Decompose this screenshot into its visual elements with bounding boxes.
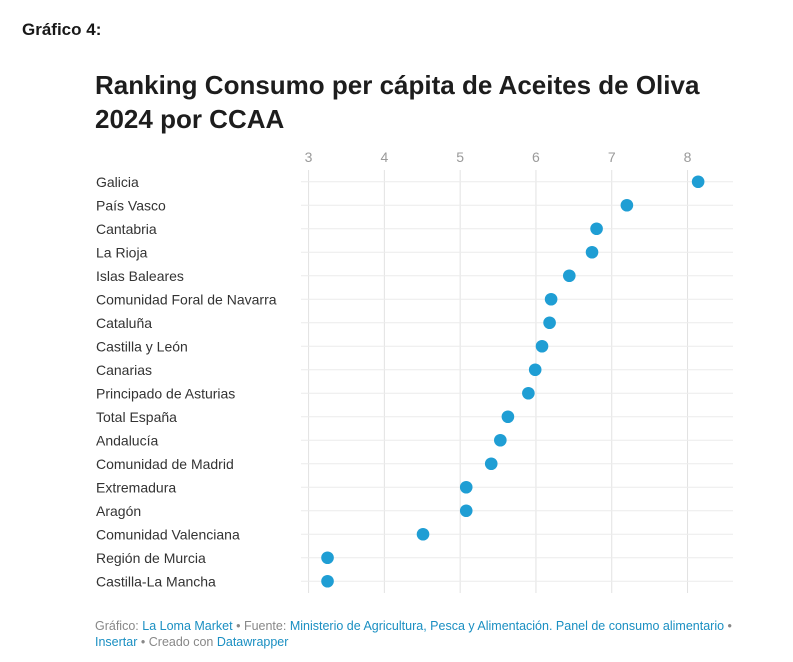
grid [301,170,733,593]
category-labels: Galicia País Vasco Cantabria La Rioja Islas … [96,174,277,590]
footer-separator: • [727,619,732,633]
x-tick-label: 8 [684,149,692,165]
category-label: Castilla-La Mancha [96,573,216,589]
category-label: Total España [96,409,177,425]
category-label: Islas Baleares [96,268,184,284]
chart-title: Ranking Consumo per cápita de Aceites de… [95,70,700,134]
category-label: Galicia [96,174,139,190]
data-point[interactable] [416,527,430,541]
figure-label: Gráfico 4: [22,20,102,39]
category-label: Comunidad Valenciana [96,526,240,542]
data-point[interactable] [620,198,634,212]
data-point[interactable] [543,316,556,330]
footer-separator: • [140,635,146,649]
footer-embed-link[interactable]: Insertar [95,635,138,649]
data-point[interactable] [484,457,498,471]
category-label: Región de Murcia [96,550,206,566]
category-label: Aragón [96,503,141,519]
footer-created-label: Creado con [148,635,214,649]
x-axis-ticks: 3 4 5 6 7 8 [305,149,692,165]
category-label: Andalucía [96,432,158,448]
data-point[interactable] [585,245,599,259]
data-point[interactable] [535,339,549,353]
x-tick-label: 3 [305,149,313,165]
footer-separator: • [236,619,241,633]
data-point[interactable] [459,504,473,518]
x-tick-label: 6 [532,149,540,165]
data-point[interactable] [501,410,515,424]
data-point[interactable] [494,433,507,447]
footer-datawrapper-link[interactable]: Datawrapper [216,635,289,649]
data-point[interactable] [459,480,473,494]
data-point[interactable] [522,386,535,400]
data-point[interactable] [562,269,576,283]
x-tick-label: 5 [456,149,464,165]
data-point[interactable] [590,222,603,236]
footer-source-link[interactable]: Ministerio de Agricultura, Pesca y Alime… [289,619,725,633]
category-label: Castilla y León [96,338,188,354]
data-point[interactable] [321,574,334,588]
x-tick-label: 4 [380,149,388,165]
data-points [321,175,705,588]
category-label: Cantabria [96,221,157,237]
category-label: Principado de Asturias [96,385,235,401]
category-label: La Rioja [96,244,148,260]
x-tick-label: 7 [608,149,616,165]
category-label: Cataluña [96,315,152,331]
data-point[interactable] [321,551,334,565]
category-label: Extremadura [96,479,176,495]
data-point[interactable] [544,292,558,306]
chart-footer: Gráfico: La Loma Market • Fuente: Minist… [95,618,745,650]
data-point[interactable] [528,363,542,377]
category-label: Comunidad Foral de Navarra [96,291,277,307]
footer-author-link[interactable]: La Loma Market [142,619,233,633]
footer-source-label: Fuente: [243,619,287,633]
category-label: Canarias [96,362,152,378]
data-point[interactable] [691,175,705,189]
footer-chart-label: Gráfico: [95,619,139,633]
category-label: País Vasco [96,197,166,213]
category-label: Comunidad de Madrid [96,456,234,472]
